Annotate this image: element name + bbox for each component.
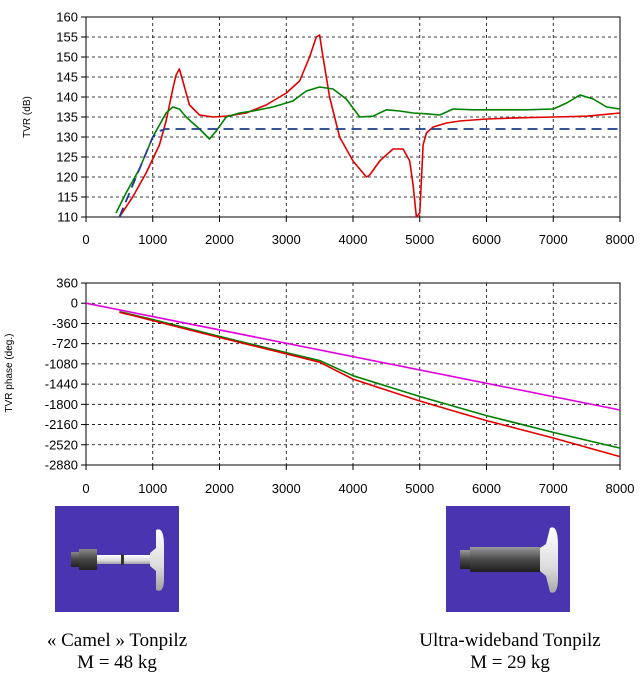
series-line xyxy=(85,302,621,411)
camel-tonpilz-drawing xyxy=(71,529,164,591)
x-tick-label: 5000 xyxy=(405,232,434,247)
y-tick-label: 115 xyxy=(57,190,78,205)
series-line xyxy=(119,311,621,458)
camel-tonpilz-caption: « Camel » Tonpilz M = 48 kg xyxy=(10,630,224,674)
x-tick-label: 6000 xyxy=(472,232,501,247)
series-line xyxy=(119,310,621,449)
ultra-wideband-tonpilz-image xyxy=(446,506,570,612)
series-line xyxy=(118,128,620,218)
y-tick-label: 110 xyxy=(57,210,78,225)
x-tick-label: 0 xyxy=(82,232,89,247)
tvr-magnitude-chart: 0 1000 2000 3000 4000 5000 6000 7000 8000 110 115 1… xyxy=(22,10,634,248)
y-tick-label: -360 xyxy=(52,316,78,331)
x-tick-label: 2000 xyxy=(205,232,234,247)
camel-tonpilz-mass: M = 48 kg xyxy=(77,652,157,673)
x-tick-label: 3000 xyxy=(272,232,301,247)
y-tick-label: -1080 xyxy=(45,356,78,371)
x-tick-label: 7000 xyxy=(539,232,568,247)
x-tick-label: 4000 xyxy=(339,481,368,496)
y-tick-label: 120 xyxy=(56,170,78,185)
y-tick-label: 150 xyxy=(56,50,78,65)
x-tick-label: 8000 xyxy=(606,481,635,496)
y-tick-label: -1800 xyxy=(45,397,78,412)
y-tick-label: -1440 xyxy=(45,377,78,392)
y-tick-label: 145 xyxy=(56,70,78,85)
x-tick-label: 7000 xyxy=(539,481,568,496)
y-tick-label: 140 xyxy=(56,90,78,105)
x-tick-label: 5000 xyxy=(405,481,434,496)
series-line xyxy=(115,86,621,214)
series-line xyxy=(118,34,621,218)
ultra-wideband-tonpilz-mass: M = 29 kg xyxy=(470,652,550,673)
ultra-wideband-tonpilz-title: Ultra-wideband Tonpilz xyxy=(419,630,601,651)
y-tick-label: 360 xyxy=(56,276,78,291)
y-tick-label: 160 xyxy=(56,10,78,25)
x-tick-label: 0 xyxy=(82,481,89,496)
y-tick-label: 135 xyxy=(56,110,78,125)
y-axis-label: TVR phase (deg.) xyxy=(4,334,15,413)
y-tick-label: 125 xyxy=(56,150,78,165)
ultra-wideband-tonpilz-drawing xyxy=(460,527,558,593)
y-tick-label: 0 xyxy=(71,296,78,311)
y-tick-label: -2880 xyxy=(45,458,78,473)
y-tick-label: -2160 xyxy=(45,417,78,432)
x-tick-label: 3000 xyxy=(272,481,301,496)
tvr-phase-chart: 0 1000 2000 3000 4000 5000 6000 7000 8000 360 0 -36… xyxy=(4,276,634,497)
ultra-wideband-tonpilz-caption: Ultra-wideband Tonpilz M = 29 kg xyxy=(380,630,640,674)
y-tick-label: 155 xyxy=(56,30,78,45)
camel-tonpilz-title: « Camel » Tonpilz xyxy=(46,630,188,651)
y-tick-label: 130 xyxy=(56,130,78,145)
x-tick-label: 6000 xyxy=(472,481,501,496)
y-tick-label: -720 xyxy=(52,336,78,351)
x-tick-label: 4000 xyxy=(339,232,368,247)
x-tick-label: 1000 xyxy=(138,232,167,247)
y-tick-label: -2520 xyxy=(45,437,78,452)
x-tick-label: 8000 xyxy=(606,232,635,247)
y-axis-label: TVR (dB) xyxy=(22,96,33,138)
x-tick-label: 2000 xyxy=(205,481,234,496)
camel-tonpilz-image xyxy=(55,506,179,612)
x-tick-label: 1000 xyxy=(138,481,167,496)
